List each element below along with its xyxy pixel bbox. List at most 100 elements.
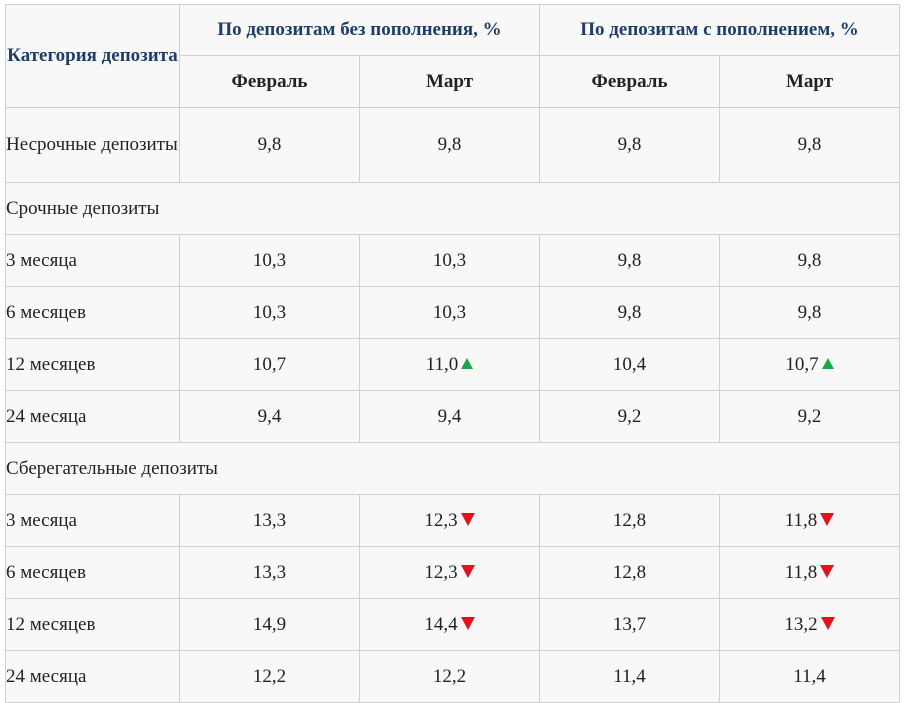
rate-value: 12,3	[424, 561, 458, 583]
rate-cell: 13,3	[179, 546, 360, 599]
row-category: 6 месяцев	[5, 546, 180, 599]
rate-cell: 9,8	[358, 107, 541, 183]
rate-cell: 10,3	[358, 286, 541, 339]
rate-value: 14,9	[252, 613, 287, 635]
rate-value: 10,3	[252, 249, 287, 271]
row-category: 12 месяцев	[5, 338, 180, 391]
rate-cell: 9,8	[719, 107, 901, 183]
triangle-down-icon	[460, 616, 475, 630]
rate-cell: 12,2	[358, 650, 541, 703]
rate-value: 10,3	[432, 301, 467, 323]
rate-cell: 14,9	[179, 598, 360, 651]
rate-cell: 10,7	[719, 338, 901, 391]
rate-value: 12,3	[424, 509, 458, 531]
row-category: 24 месяца	[5, 650, 180, 703]
table-row: 3 месяца 10,3 10,3 9,8 9,8	[5, 234, 901, 287]
rate-value: 14,4	[424, 613, 458, 635]
header-category: Категория депозита	[5, 4, 180, 108]
rate-cell: 9,8	[539, 286, 721, 339]
header-month: Март	[358, 55, 541, 108]
rate-value: 10,3	[252, 301, 287, 323]
rate-value: 9,2	[617, 405, 642, 427]
triangle-down-icon	[820, 512, 835, 526]
table-row: 12 месяцев 10,7 11,0 10,4 10,7	[5, 338, 901, 391]
rate-value: 9,8	[437, 134, 462, 155]
row-category: 6 месяцев	[5, 286, 180, 339]
header-group-no-topup: По депозитам без пополнения, %	[178, 4, 541, 56]
rate-cell: 9,2	[719, 390, 901, 443]
header-month: Март	[719, 55, 901, 108]
row-category: 3 месяца	[5, 234, 180, 287]
rate-value: 13,2	[784, 613, 818, 635]
rate-cell: 13,3	[179, 494, 360, 547]
table-row: 6 месяцев 10,3 10,3 9,8 9,8	[5, 286, 901, 339]
section-label: Сберегательные депозиты	[4, 442, 901, 495]
rate-value: 11,4	[613, 665, 646, 687]
row-category: 3 месяца	[5, 494, 180, 547]
rate-value: 10,4	[612, 353, 647, 375]
rate-value: 13,3	[252, 561, 287, 583]
rate-cell: 12,2	[179, 650, 360, 703]
rate-value: 12,2	[432, 665, 467, 687]
rate-cell: 9,8	[539, 234, 721, 287]
rate-value: 13,3	[252, 509, 287, 531]
table-row: 3 месяца 13,3 12,3 12,8 11,8	[5, 494, 901, 547]
rate-value: 9,2	[797, 405, 822, 427]
rate-cell: 12,3	[358, 546, 541, 599]
rate-value: 11,4	[793, 665, 826, 687]
row-category: 12 месяцев	[5, 598, 180, 651]
rate-value: 9,4	[437, 405, 462, 427]
rate-cell: 9,8	[719, 286, 901, 339]
rate-cell: 10,7	[179, 338, 360, 391]
rate-value: 11,0	[425, 353, 459, 375]
rate-value: 9,8	[797, 249, 822, 271]
rate-cell: 10,3	[179, 286, 360, 339]
row-category: 24 месяца	[5, 390, 180, 443]
rate-value: 12,8	[612, 561, 647, 583]
table-row: 24 месяца 12,2 12,2 11,4 11,4	[5, 650, 901, 703]
rate-cell: 9,8	[179, 107, 360, 183]
rate-value: 13,7	[612, 613, 647, 635]
deposit-rates-table: Категория депозита По депозитам без попо…	[4, 4, 901, 703]
rate-cell: 13,2	[719, 598, 901, 651]
table-row: 24 месяца 9,4 9,4 9,2 9,2	[5, 390, 901, 443]
rate-cell: 9,4	[358, 390, 541, 443]
rate-value: 9,8	[617, 249, 642, 271]
rate-cell: 11,8	[719, 546, 901, 599]
triangle-down-icon	[820, 564, 835, 578]
rate-value: 9,8	[617, 134, 642, 155]
rate-cell: 10,3	[358, 234, 541, 287]
rate-cell: 9,8	[539, 107, 721, 183]
triangle-down-icon	[460, 512, 475, 526]
rate-value: 11,8	[784, 509, 818, 531]
rate-value: 10,7	[252, 353, 287, 375]
rate-value: 9,8	[797, 301, 822, 323]
rate-cell: 13,7	[539, 598, 721, 651]
rate-cell: 11,4	[719, 650, 901, 703]
rate-value: 12,2	[252, 665, 287, 687]
table-header: Категория депозита По депозитам без попо…	[5, 4, 901, 108]
rate-value: 9,8	[257, 134, 282, 155]
rate-cell: 10,4	[539, 338, 721, 391]
section-row: Срочные депозиты	[4, 182, 901, 235]
triangle-down-icon	[460, 564, 475, 578]
rate-cell: 11,0	[358, 338, 541, 391]
rate-value: 10,3	[432, 249, 467, 271]
rate-cell: 9,2	[539, 390, 721, 443]
section-label: Срочные депозиты	[4, 182, 901, 235]
rate-cell: 11,4	[539, 650, 721, 703]
rate-value: 9,8	[617, 301, 642, 323]
table-row: 6 месяцев 13,3 12,3 12,8 11,8	[5, 546, 901, 599]
triangle-up-icon	[461, 357, 474, 369]
table-body: Несрочные депозиты 9,8 9,8 9,8 9,8 Срочные де…	[4, 107, 901, 703]
rate-value: 9,8	[797, 134, 822, 155]
rate-value: 12,8	[612, 509, 647, 531]
rate-cell: 11,8	[719, 494, 901, 547]
header-month: Февраль	[179, 55, 360, 108]
header-month: Февраль	[539, 55, 721, 108]
table-row: Несрочные депозиты 9,8 9,8 9,8 9,8	[5, 107, 901, 183]
rate-value: 10,7	[785, 353, 819, 375]
rate-cell: 12,8	[539, 494, 721, 547]
section-row: Сберегательные депозиты	[4, 442, 901, 495]
rate-cell: 12,3	[358, 494, 541, 547]
